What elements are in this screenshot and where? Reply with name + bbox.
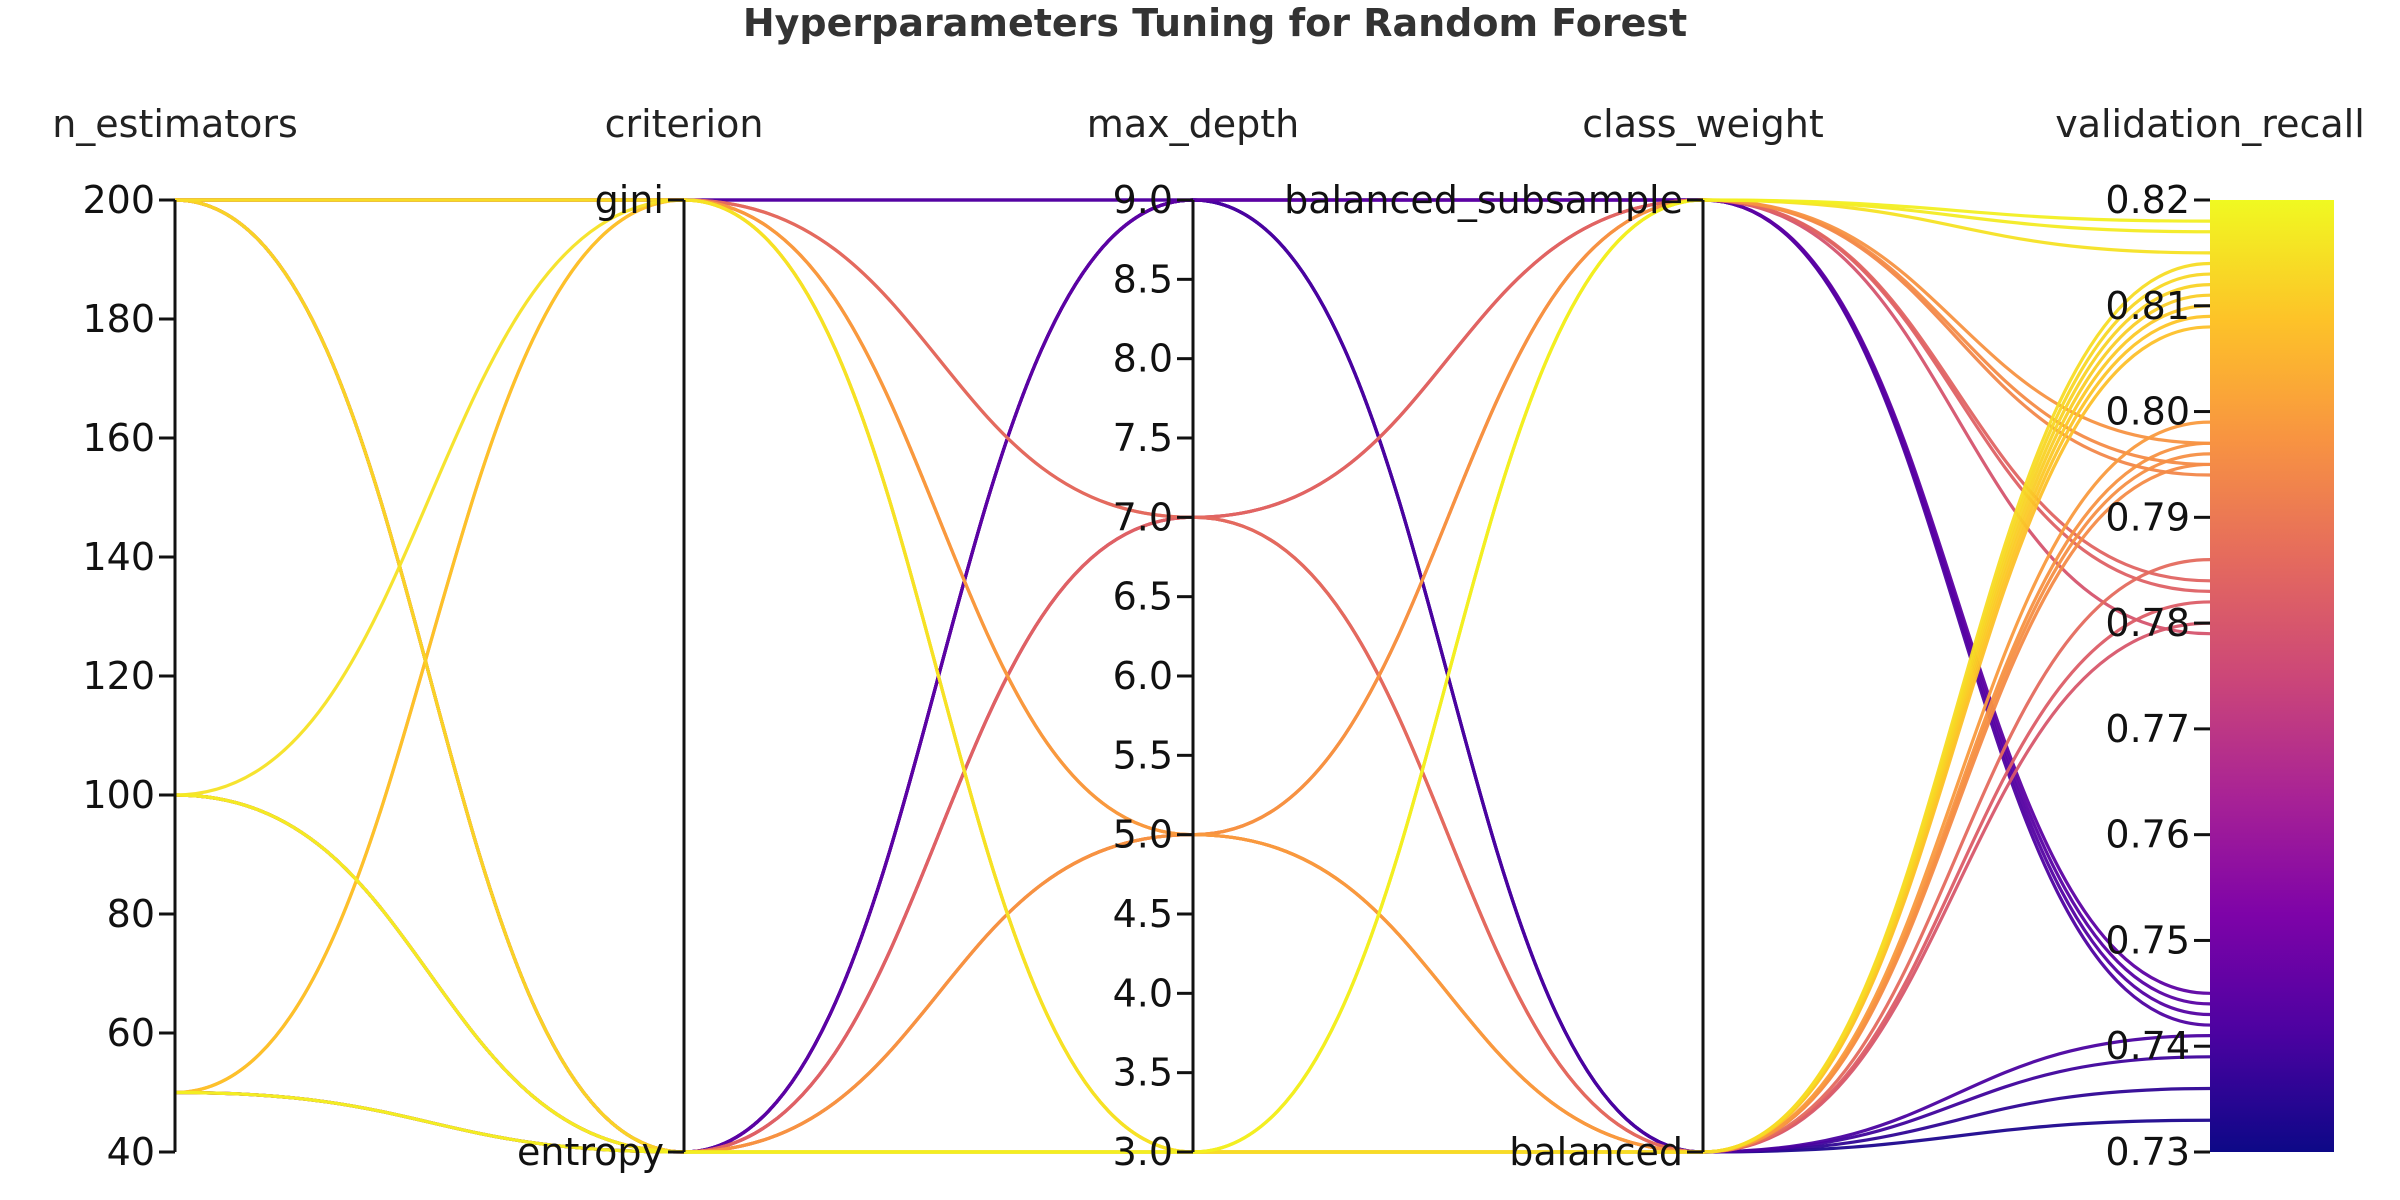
tick-label: 0.79 — [2105, 495, 2190, 539]
tick-label: 0.82 — [2105, 178, 2190, 222]
tick-label: 0.81 — [2105, 284, 2190, 328]
tick-label: 6.0 — [1113, 654, 1173, 698]
axis-n-estimators: n_estimators 40 60 80 100 120 140 160 180 200 — [52, 102, 298, 1174]
axis-title: max_depth — [1087, 102, 1299, 146]
tick-label: 120 — [82, 654, 155, 698]
axis-class-weight: class_weight balanced balanced_subsample — [1284, 102, 1824, 1174]
tick-label: 4.5 — [1113, 892, 1173, 936]
tick-label: 80 — [107, 892, 155, 936]
tick-label: 4.0 — [1113, 971, 1173, 1015]
tick-label: 7.5 — [1113, 416, 1173, 460]
axis-max-depth: max_depth 3.0 3.5 4.0 4.5 5.0 5.5 6.0 6.5 7.0 7.5 8… — [1087, 102, 1299, 1174]
chart-title: Hyperparameters Tuning for Random Forest — [743, 1, 1687, 45]
tick-label: balanced — [1509, 1130, 1683, 1174]
axis-title: validation_recall — [2055, 102, 2365, 146]
tick-label: 200 — [82, 178, 155, 222]
tick-label: 6.5 — [1113, 575, 1173, 619]
tick-label: gini — [595, 178, 664, 222]
tick-label: 40 — [107, 1130, 155, 1174]
axis-title: n_estimators — [52, 102, 298, 146]
tick-label: 3.5 — [1113, 1051, 1173, 1095]
tick-label: 8.0 — [1113, 337, 1173, 381]
tick-label: balanced_subsample — [1284, 178, 1683, 222]
tick-label: 5.0 — [1113, 813, 1173, 857]
tick-label: 5.5 — [1113, 733, 1173, 777]
tick-label: 8.5 — [1113, 257, 1173, 301]
tick-label: 9.0 — [1113, 178, 1173, 222]
axis-title: class_weight — [1582, 102, 1823, 146]
tick-label: 0.76 — [2105, 813, 2190, 857]
colorbar — [2210, 200, 2334, 1152]
tick-label: 7.0 — [1113, 495, 1173, 539]
tick-label: entropy — [517, 1130, 664, 1174]
tick-label: 60 — [107, 1011, 155, 1055]
axis-criterion: criterion entropy gini — [517, 102, 763, 1174]
tick-label: 140 — [82, 535, 155, 579]
tick-label: 0.80 — [2105, 390, 2190, 434]
tick-label: 0.78 — [2105, 601, 2190, 645]
tick-label: 0.77 — [2105, 707, 2190, 751]
tick-label: 160 — [82, 416, 155, 460]
tick-label: 0.75 — [2105, 918, 2190, 962]
tick-label: 0.73 — [2105, 1130, 2190, 1174]
tick-label: 100 — [82, 773, 155, 817]
tick-label: 3.0 — [1113, 1130, 1173, 1174]
axis-title: criterion — [605, 102, 764, 146]
tick-label: 180 — [82, 297, 155, 341]
tick-label: 0.74 — [2105, 1024, 2190, 1068]
